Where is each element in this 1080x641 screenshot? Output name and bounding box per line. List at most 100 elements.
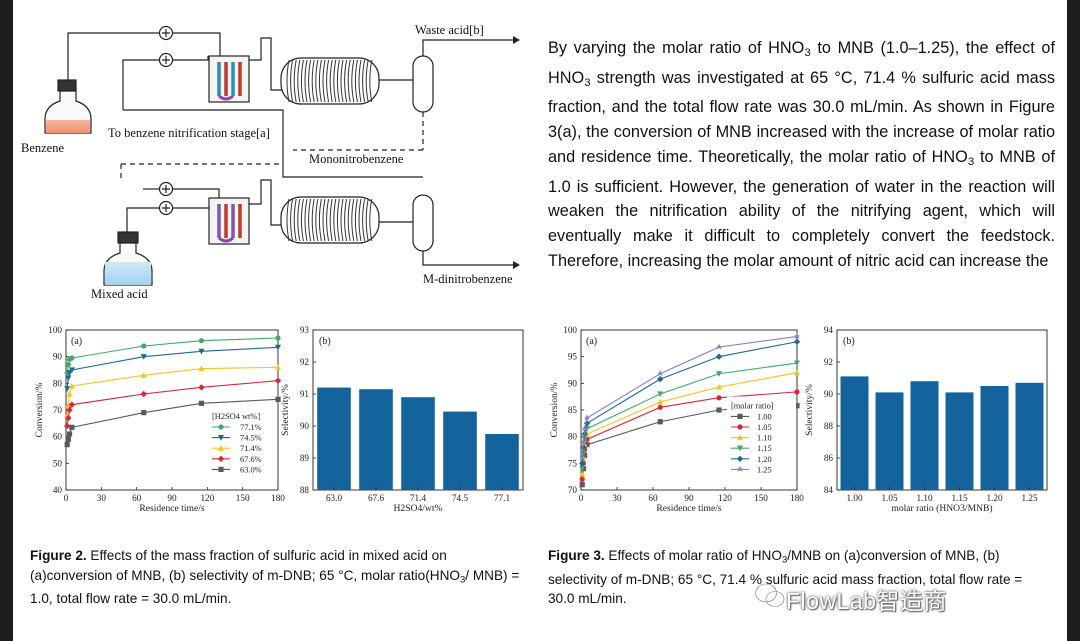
data-point <box>657 375 664 383</box>
legend-marker <box>737 445 743 452</box>
data-point <box>140 354 147 360</box>
m-dinitrobenzene-label: M-dinitrobenzene <box>423 272 513 286</box>
y-tick-label: 80 <box>53 378 63 388</box>
y-tick-label: 89 <box>300 453 310 463</box>
data-point <box>657 419 663 425</box>
data-point <box>794 403 800 409</box>
y-tick-label: 100 <box>48 325 62 335</box>
bar <box>840 376 869 490</box>
legend-marker <box>737 413 743 419</box>
panel-label: (b) <box>843 336 855 347</box>
y-tick-label: 88 <box>824 421 834 431</box>
x-tick-label: 74.5 <box>452 493 468 503</box>
x-tick-label: 67.6 <box>368 493 384 503</box>
x-tick-label: 0 <box>64 493 69 503</box>
legend-marker <box>737 465 743 472</box>
data-point <box>69 355 75 361</box>
bar <box>443 411 477 490</box>
wechat-logo-icon <box>755 583 785 607</box>
mixed-acid-bottle <box>103 231 153 286</box>
bar <box>980 386 1009 490</box>
data-point <box>275 335 281 341</box>
y-tick-label: 92 <box>824 357 834 367</box>
data-point <box>198 400 205 406</box>
data-point <box>716 395 722 401</box>
data-point <box>140 372 147 378</box>
y-tick-label: 88 <box>300 485 310 495</box>
y-axis-label: Selectivity/% <box>280 384 291 436</box>
data-point <box>140 390 147 398</box>
data-point <box>581 425 588 432</box>
x-tick-label: 1.10 <box>916 493 932 503</box>
x-tick-label: 0 <box>579 493 584 503</box>
data-point <box>141 410 147 416</box>
data-point <box>794 389 800 395</box>
legend-marker <box>218 466 224 472</box>
data-point <box>579 470 586 477</box>
legend-marker <box>737 424 743 430</box>
x-axis-label: molar ratio (HNO3/MNB) <box>891 503 992 514</box>
data-point <box>275 396 281 402</box>
y-tick-label: 90 <box>53 352 63 362</box>
to-benzene-stage-label: To benzene nitrification stage[a] <box>108 126 270 140</box>
data-point <box>65 375 72 382</box>
y-tick-label: 40 <box>53 485 63 495</box>
x-tick-label: 1.15 <box>951 493 967 503</box>
legend-marker <box>217 455 225 462</box>
y-tick-label: 50 <box>53 458 63 468</box>
legend-entry: 71.4% <box>240 444 262 453</box>
data-point <box>794 360 800 367</box>
legend-entry: 1.10 <box>757 434 772 443</box>
data-point <box>579 454 586 461</box>
data-point <box>794 332 800 339</box>
legend-marker <box>737 434 743 441</box>
x-tick-label: 120 <box>718 493 732 503</box>
data-point <box>198 365 205 372</box>
watermark: FlowLab智造商 <box>786 588 947 614</box>
y-axis-label: Selectivity/% <box>804 384 815 436</box>
data-point <box>63 422 71 430</box>
legend-title: [molar ratio] <box>731 401 774 410</box>
legend-title: [H2SO4 wt%] <box>212 412 260 421</box>
x-tick-label: 71.4 <box>410 493 426 503</box>
data-point <box>657 398 664 405</box>
data-point <box>65 436 71 442</box>
process-scheme: Benzene Mixed acid To benzene nitrificat… <box>21 23 520 301</box>
data-point <box>579 482 585 488</box>
x-tick-label: 150 <box>236 493 250 503</box>
data-point <box>66 390 73 397</box>
y-tick-label: 70 <box>53 405 63 415</box>
x-tick-label: 63.0 <box>326 493 342 503</box>
bar <box>485 434 519 490</box>
data-point <box>65 362 71 368</box>
legend-marker <box>218 424 224 430</box>
bar <box>1015 382 1044 490</box>
data-point <box>274 377 282 384</box>
mononitrobenzene-label: Mononitrobenzene <box>309 152 404 166</box>
x-tick-label: 150 <box>754 493 768 503</box>
waste-acid-label: Waste acid[b] <box>415 23 484 37</box>
x-tick-label: 60 <box>648 493 658 503</box>
y-tick-label: 75 <box>568 458 578 468</box>
data-point <box>68 367 75 374</box>
y-tick-label: 90 <box>300 421 310 431</box>
legend-entry: 1.00 <box>757 412 772 421</box>
data-point <box>657 391 664 398</box>
legend-entry: 1.20 <box>757 455 772 464</box>
x-tick-label: 1.25 <box>1021 493 1037 503</box>
figure-3: 0 30 60 90 120 150 180 70 75 80 85 90 95 100 Residence… <box>549 325 1048 514</box>
y-tick-label: 90 <box>824 389 834 399</box>
data-point <box>715 353 723 360</box>
legend-entry: 1.05 <box>757 423 772 432</box>
data-point <box>584 442 590 448</box>
y-tick-label: 85 <box>568 405 578 415</box>
y-tick-label: 92 <box>300 357 310 367</box>
x-tick-label: 180 <box>271 493 285 503</box>
legend-marker <box>736 455 744 462</box>
y-tick-label: 91 <box>300 389 310 399</box>
body-paragraph: By varying the molar ratio of HNO3 to MN… <box>548 39 1055 270</box>
legend-entry: 63.0% <box>240 465 262 474</box>
x-tick-label: 180 <box>790 493 804 503</box>
bar <box>875 392 904 490</box>
y-tick-label: 84 <box>824 485 834 495</box>
